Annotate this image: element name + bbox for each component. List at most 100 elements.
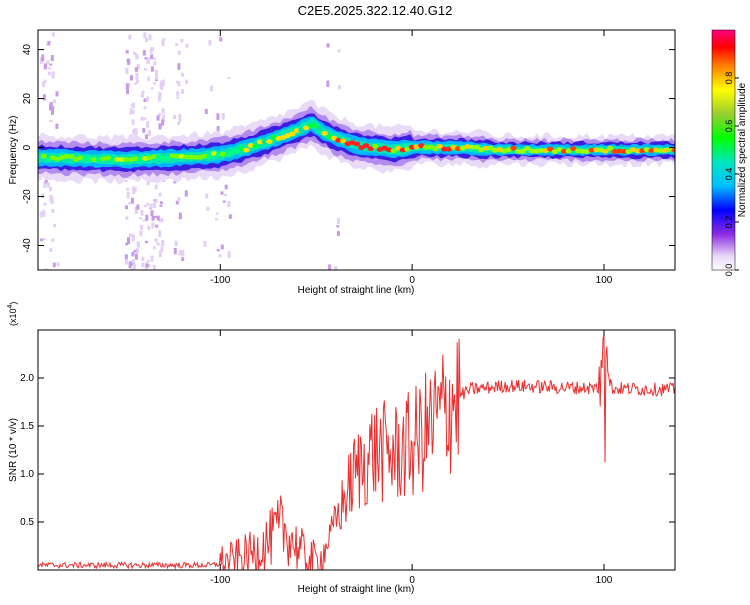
noise-speckle — [146, 180, 150, 186]
noise-speckle — [146, 260, 150, 263]
ridge-peak — [514, 149, 522, 154]
spectrogram-xlabel: Height of straight line (km) — [298, 285, 415, 296]
noise-speckle — [173, 248, 177, 255]
ridge-peak — [579, 149, 586, 154]
noise-speckle — [161, 39, 165, 47]
noise-speckle — [205, 193, 209, 199]
noise-speckle — [136, 79, 140, 84]
noise-speckle — [208, 39, 212, 46]
noise-speckle — [147, 263, 151, 268]
noise-speckle — [135, 55, 139, 59]
noise-speckle — [160, 217, 164, 223]
y-tick-label: 20 — [22, 93, 33, 105]
noise-speckle — [130, 197, 134, 204]
ridge-peak — [524, 146, 531, 151]
ridge-peak — [321, 131, 328, 136]
y-tick-label: 0 — [22, 144, 33, 150]
ridge-peak — [215, 152, 222, 157]
noise-speckle — [47, 41, 51, 46]
noise-speckle — [134, 208, 138, 214]
noise-speckle — [149, 49, 153, 54]
noise-speckle — [161, 240, 165, 247]
noise-speckle — [132, 263, 136, 270]
ridge-peak — [537, 148, 545, 153]
noise-speckle — [126, 187, 130, 191]
noise-speckle — [145, 214, 149, 221]
noise-speckle — [133, 249, 137, 253]
noise-speckle — [43, 63, 47, 70]
noise-speckle — [159, 201, 163, 205]
noise-speckle — [209, 85, 213, 92]
noise-speckle — [131, 234, 135, 242]
noise-speckle — [150, 255, 154, 262]
colorbar-tick-label: 0.2 — [724, 216, 734, 229]
noise-speckle — [142, 219, 146, 222]
ridge-peak — [487, 145, 494, 151]
noise-speckle — [126, 87, 130, 95]
noise-speckle — [128, 34, 132, 40]
colorbar-gradient — [711, 29, 736, 271]
noise-speckle — [41, 54, 45, 62]
noise-speckle — [125, 50, 129, 54]
ridge-peak — [303, 125, 310, 131]
noise-speckle — [220, 244, 224, 250]
noise-speckle — [177, 50, 181, 55]
ridge-peak — [625, 149, 632, 155]
noise-speckle — [144, 57, 148, 60]
ridge-peak — [187, 154, 195, 160]
ridge-peak — [441, 146, 448, 152]
noise-speckle — [154, 199, 158, 203]
ridge-peak — [164, 156, 172, 162]
ridge-peak — [114, 157, 121, 162]
noise-speckle — [151, 222, 155, 229]
noise-speckle — [42, 94, 46, 101]
ridge-peak — [588, 147, 595, 153]
noise-speckle — [134, 82, 138, 85]
noise-speckle — [161, 108, 165, 114]
ridge-peak — [510, 145, 517, 151]
noise-speckle — [49, 194, 53, 202]
colorbar: 0.0 0.2 0.4 0.6 0.8 Normalized spectral ampl… — [711, 29, 748, 276]
noise-speckle — [158, 250, 162, 258]
noise-speckle — [153, 61, 157, 66]
noise-speckle — [154, 184, 158, 190]
ridge-peak — [160, 156, 167, 161]
noise-speckle — [133, 51, 136, 56]
noise-speckle — [216, 249, 220, 252]
noise-speckle — [180, 72, 184, 77]
noise-speckle — [181, 257, 185, 261]
noise-speckle — [162, 114, 166, 118]
ridge-peak — [40, 153, 47, 159]
noise-speckle — [143, 32, 147, 39]
noise-speckle — [146, 57, 150, 64]
noise-speckle — [184, 190, 188, 197]
ridge-peak — [620, 149, 628, 154]
noise-speckle — [132, 187, 136, 194]
noise-speckle — [48, 66, 52, 70]
noise-speckle — [152, 246, 156, 250]
noise-speckle — [127, 58, 131, 65]
noise-speckle — [43, 79, 47, 85]
noise-speckle — [136, 204, 140, 210]
noise-speckle — [215, 218, 219, 221]
noise-speckle — [142, 50, 146, 56]
noise-speckle — [131, 259, 134, 264]
noise-speckle — [173, 115, 177, 120]
y-tick-label: -20 — [22, 189, 33, 204]
noise-speckle — [326, 43, 330, 48]
noise-speckle — [131, 252, 135, 257]
ridge-peak — [602, 148, 609, 154]
y-tick-label: 1.0 — [20, 469, 34, 480]
noise-speckle — [145, 263, 149, 268]
ridge-peak — [606, 145, 614, 151]
noise-speckle — [161, 119, 165, 126]
noise-speckle — [228, 214, 232, 219]
ridge-peak — [220, 151, 227, 157]
ridge-peak — [118, 157, 126, 162]
x-tick-label: 0 — [409, 275, 415, 286]
noise-speckle — [176, 96, 180, 99]
colorbar-label: Normalized spectral amplitude — [737, 82, 748, 217]
ridge-peak — [174, 154, 181, 159]
ridge-peak — [192, 154, 199, 160]
